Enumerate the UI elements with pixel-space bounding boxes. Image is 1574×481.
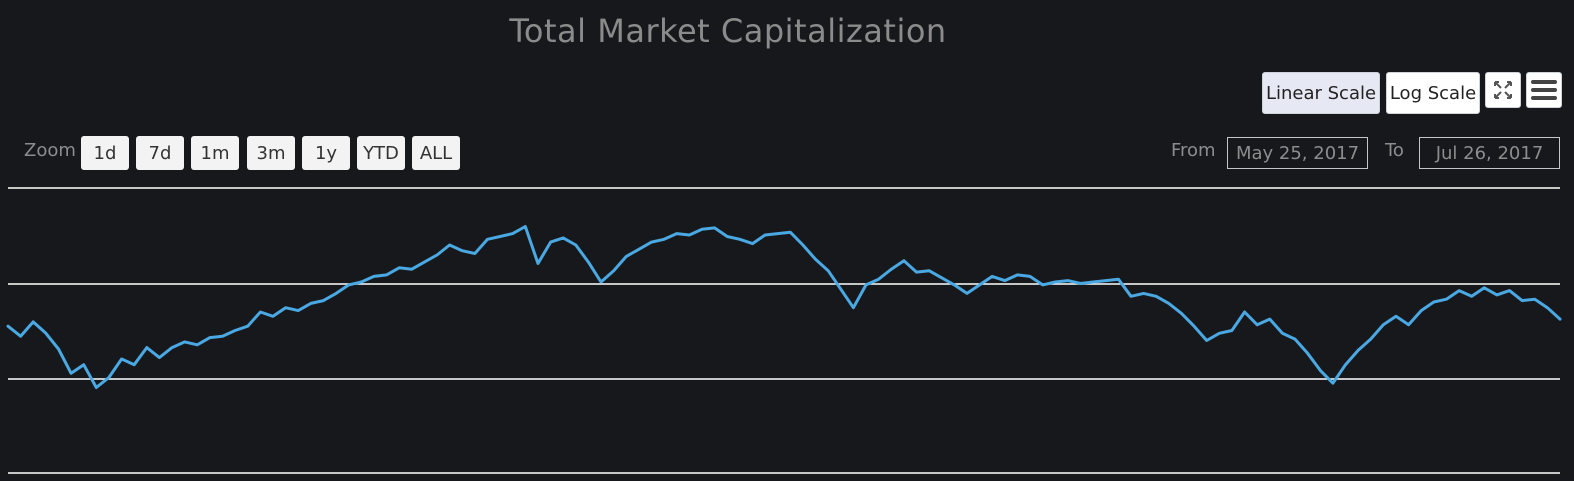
from-label: From xyxy=(1171,140,1216,161)
fullscreen-icon xyxy=(1494,81,1512,99)
zoom-7d-button[interactable]: 7d xyxy=(136,136,184,170)
zoom-1m-button[interactable]: 1m xyxy=(191,136,239,170)
linear-scale-button[interactable]: Linear Scale xyxy=(1262,72,1380,114)
hamburger-menu-icon xyxy=(1531,80,1557,100)
market-cap-chart[interactable] xyxy=(0,180,1574,481)
market-cap-series-line xyxy=(6,225,1562,389)
zoom-1y-button[interactable]: 1y xyxy=(302,136,350,170)
chart-title: Total Market Capitalization xyxy=(509,12,947,50)
zoom-label: Zoom xyxy=(24,140,76,161)
zoom-ytd-button[interactable]: YTD xyxy=(357,136,405,170)
chart-menu-button[interactable] xyxy=(1526,72,1562,108)
to-date-input[interactable] xyxy=(1419,137,1560,169)
zoom-all-button[interactable]: ALL xyxy=(412,136,460,170)
log-scale-button[interactable]: Log Scale xyxy=(1386,72,1480,114)
from-date-input[interactable] xyxy=(1227,137,1368,169)
fullscreen-button[interactable] xyxy=(1485,72,1521,108)
zoom-1d-button[interactable]: 1d xyxy=(81,136,129,170)
zoom-3m-button[interactable]: 3m xyxy=(247,136,295,170)
to-label: To xyxy=(1385,140,1404,161)
